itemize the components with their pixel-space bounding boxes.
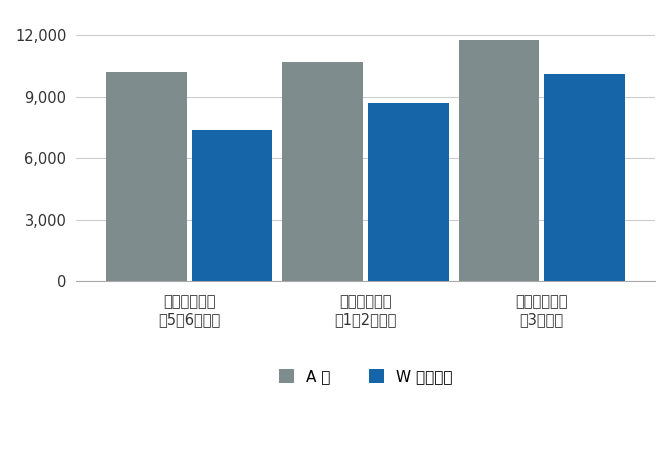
Bar: [368, 103, 449, 281]
Bar: [459, 39, 539, 281]
Bar: [283, 62, 363, 281]
Legend: A 塔, W 星野ゼミ: A 塔, W 星野ゼミ: [273, 363, 459, 391]
Bar: [107, 72, 187, 281]
Bar: [544, 74, 625, 281]
Bar: [192, 130, 273, 281]
